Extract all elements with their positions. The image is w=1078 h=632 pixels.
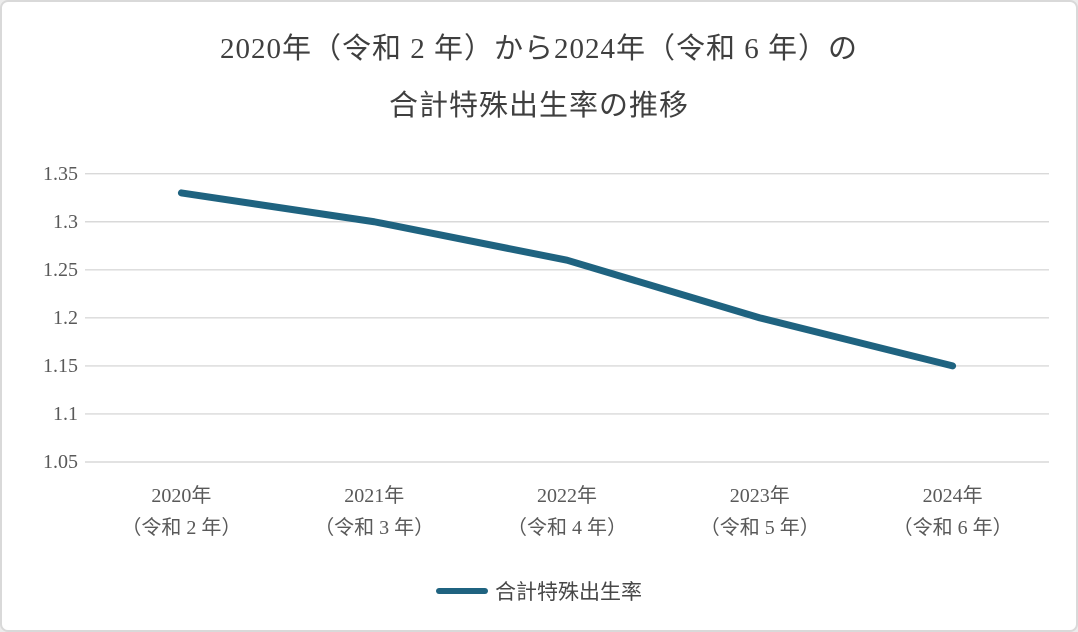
chart-legend: 合計特殊出生率 — [2, 575, 1076, 607]
y-tick-label: 1.05 — [43, 451, 78, 473]
y-tick-label: 1.3 — [53, 210, 78, 233]
x-tick-year: 2021年 — [344, 485, 405, 507]
fertility-rate-line — [177, 189, 957, 370]
chart-title: 2020年（令和 2 年）から2024年（令和 6 年）の 合計特殊出生率の推移 — [2, 21, 1076, 135]
x-tick-era: （令和 6 年） — [892, 517, 1013, 539]
x-tick-era: （令和 2 年） — [121, 517, 242, 539]
legend-label: 合計特殊出生率 — [495, 580, 642, 604]
y-tick-label: 1.2 — [53, 306, 78, 329]
y-tick-label: 1.35 — [43, 162, 78, 185]
x-tick-label: 2024年 （令和 6 年） — [858, 480, 1048, 544]
x-tick-year: 2022年 — [537, 485, 597, 507]
x-tick-era: （令和 3 年） — [314, 517, 435, 539]
chart-title-line1: 2020年（令和 2 年）から2024年（令和 6 年）の — [219, 33, 858, 65]
x-tick-year: 2023年 — [729, 485, 790, 507]
x-tick-era: （令和 4 年） — [507, 517, 627, 539]
x-tick-label: 2020年 （令和 2 年） — [86, 480, 276, 544]
chart-title-line2: 合計特殊出生率の推移 — [388, 90, 689, 122]
y-tick-label: 1.15 — [43, 354, 78, 377]
x-tick-label: 2022年 （令和 4 年） — [472, 480, 662, 544]
y-tick-label: 1.1 — [53, 402, 78, 425]
y-tick-label: 1.25 — [43, 258, 78, 281]
x-tick-year: 2020年 — [151, 485, 212, 507]
x-tick-year: 2024年 — [922, 485, 983, 507]
x-tick-label: 2021年 （令和 3 年） — [279, 480, 469, 544]
x-tick-label: 2023年 （令和 5 年） — [665, 480, 855, 544]
x-tick-era: （令和 5 年） — [699, 517, 820, 539]
legend-line-swatch — [436, 588, 488, 594]
